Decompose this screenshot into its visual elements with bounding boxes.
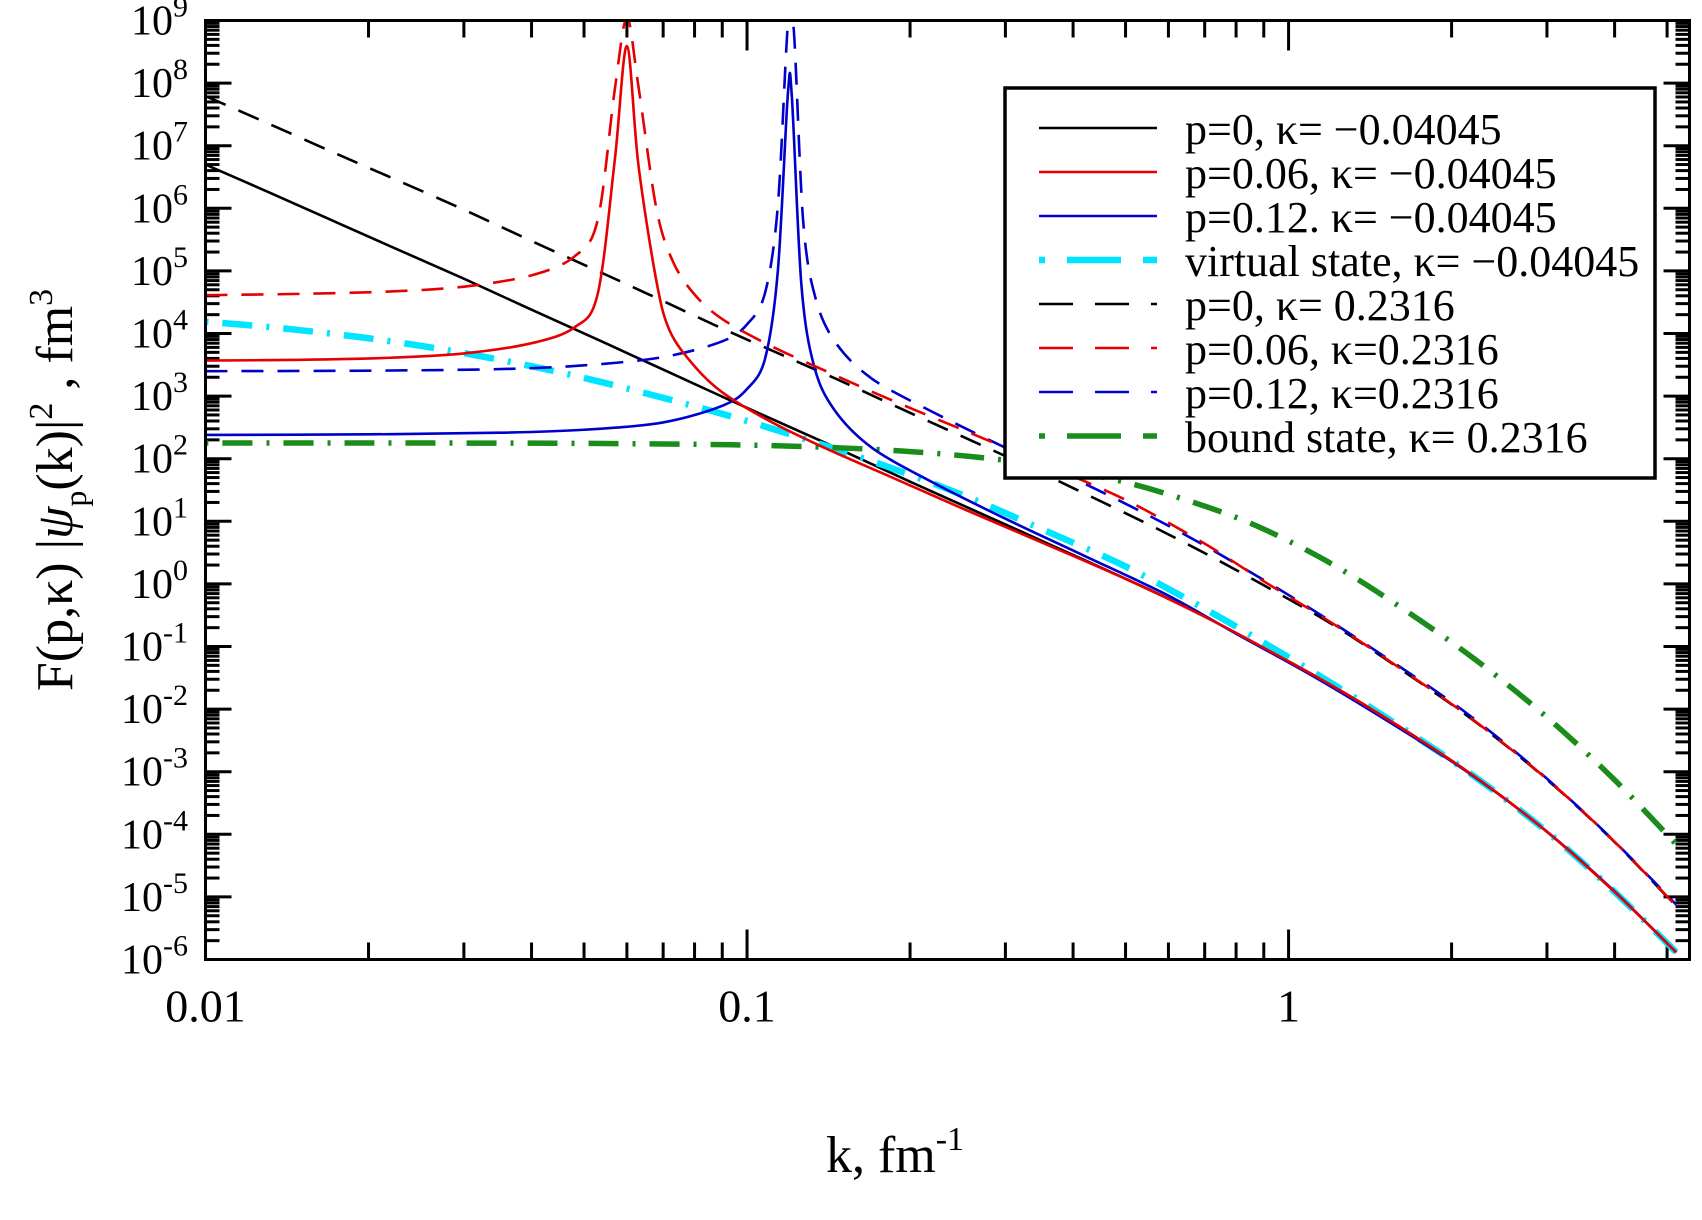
svg-text:10-1: 10-1	[121, 617, 188, 671]
data-curves	[205, 20, 1679, 955]
svg-text:0.1: 0.1	[718, 981, 776, 1032]
legend-label: p=0, κ= 0.2316	[1185, 281, 1455, 330]
legend-label: bound state, κ= 0.2316	[1185, 413, 1588, 462]
svg-text:1: 1	[1277, 981, 1300, 1032]
legend-label: virtual state, κ= −0.04045	[1185, 237, 1639, 286]
x-tick-labels: 0.01 0.1 1	[165, 981, 1300, 1032]
svg-text:k, fm-1: k, fm-1	[826, 1121, 964, 1184]
x-axis-title: k, fm-1	[826, 1121, 964, 1184]
svg-text:107: 107	[131, 116, 188, 170]
svg-text:10-3: 10-3	[121, 742, 188, 796]
svg-text:10-4: 10-4	[121, 804, 188, 858]
legend-label: p=0, κ= −0.04045	[1185, 105, 1502, 154]
svg-text:10-6: 10-6	[121, 930, 188, 984]
series-curve	[205, 44, 1678, 954]
legend-label: p=0.12, κ=0.2316	[1185, 369, 1499, 418]
svg-text:108: 108	[131, 53, 188, 107]
svg-text:100: 100	[131, 554, 188, 608]
series-curve	[205, 20, 1678, 906]
svg-text:10-5: 10-5	[121, 867, 188, 921]
legend-label: p=0.06, κ=0.2316	[1185, 325, 1499, 374]
svg-text:101: 101	[131, 491, 188, 545]
svg-text:103: 103	[131, 366, 188, 420]
y-tick-labels: 109 108 107 106 105 104 103 102 101 100 10-1 10-2 10…	[121, 0, 188, 984]
series-curve	[205, 440, 1679, 847]
series-curve	[205, 20, 1678, 908]
svg-text:10-2: 10-2	[121, 679, 188, 733]
legend-label: p=0.06, κ= −0.04045	[1185, 149, 1557, 198]
plot-frame	[204, 19, 1691, 961]
legend-label: p=0.12. κ= −0.04045	[1185, 193, 1557, 242]
svg-text:0.01: 0.01	[165, 981, 246, 1032]
svg-text:106: 106	[131, 178, 188, 232]
svg-text:109: 109	[131, 0, 188, 45]
svg-text:105: 105	[131, 241, 188, 295]
y-axis-title: F(p,κ) |ψp(k)|2 , fm3	[23, 289, 93, 691]
series-curve	[205, 318, 1679, 955]
svg-text:102: 102	[131, 429, 188, 483]
svg-text:104: 104	[131, 304, 188, 358]
svg-text:F(p,κ) |ψp(k)|2 , fm3: F(p,κ) |ψp(k)|2 , fm3	[23, 289, 93, 691]
